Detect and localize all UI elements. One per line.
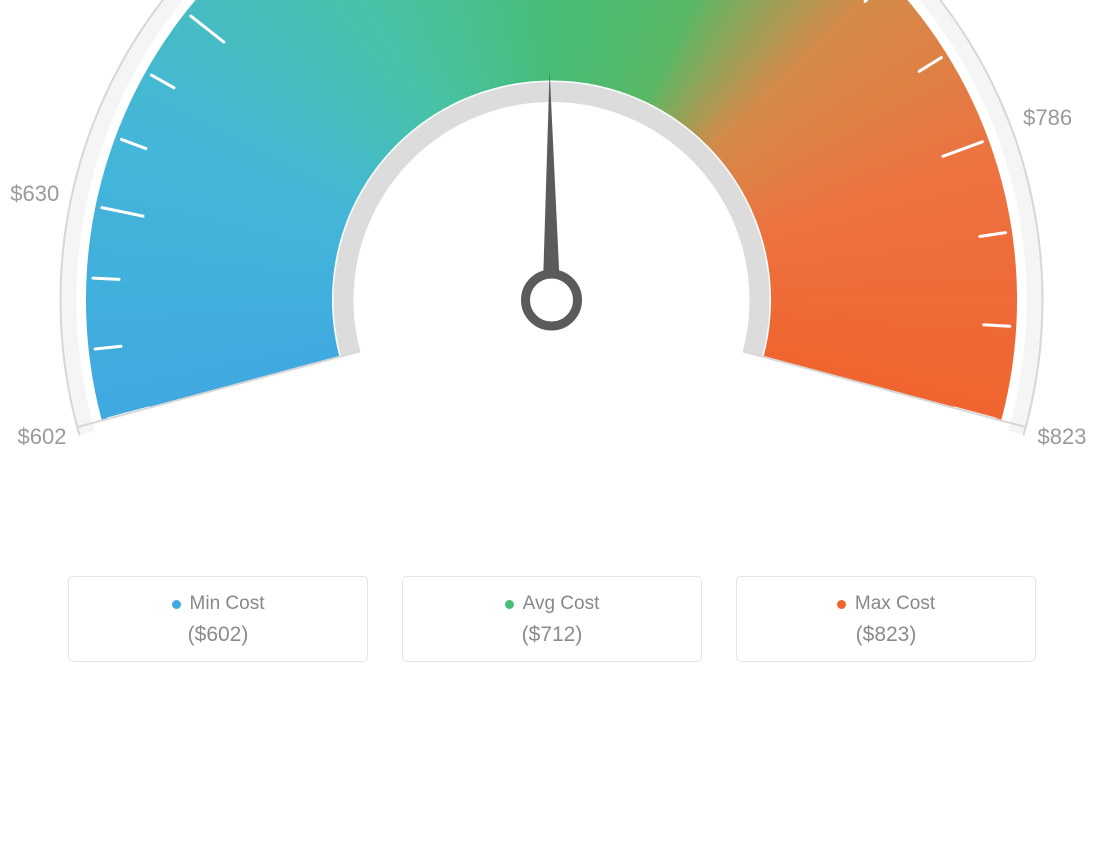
cost-gauge	[552, 300, 553, 301]
gauge-tick-label: $823	[1038, 424, 1087, 450]
legend-value-min: ($602)	[69, 623, 367, 647]
dot-icon	[505, 600, 514, 609]
legend-label: Min Cost	[190, 593, 265, 615]
legend-card-min: Min Cost ($602)	[68, 576, 368, 662]
legend-card-max: Max Cost ($823)	[736, 576, 1036, 662]
legend-label: Max Cost	[855, 593, 935, 615]
gauge-tick-label: $630	[10, 181, 59, 207]
gauge-svg	[0, 0, 1104, 863]
legend-label: Avg Cost	[523, 593, 600, 615]
legend-row: Min Cost ($602) Avg Cost ($712) Max Cost…	[0, 576, 1104, 662]
dot-icon	[172, 600, 181, 609]
legend-title-max: Max Cost	[837, 593, 935, 615]
legend-title-min: Min Cost	[172, 593, 265, 615]
dot-icon	[837, 600, 846, 609]
gauge-tick-label: $786	[1023, 105, 1072, 131]
legend-card-avg: Avg Cost ($712)	[402, 576, 702, 662]
gauge-tick-label: $602	[18, 424, 67, 450]
legend-value-avg: ($712)	[403, 623, 701, 647]
legend-value-max: ($823)	[737, 623, 1035, 647]
legend-title-avg: Avg Cost	[505, 593, 600, 615]
